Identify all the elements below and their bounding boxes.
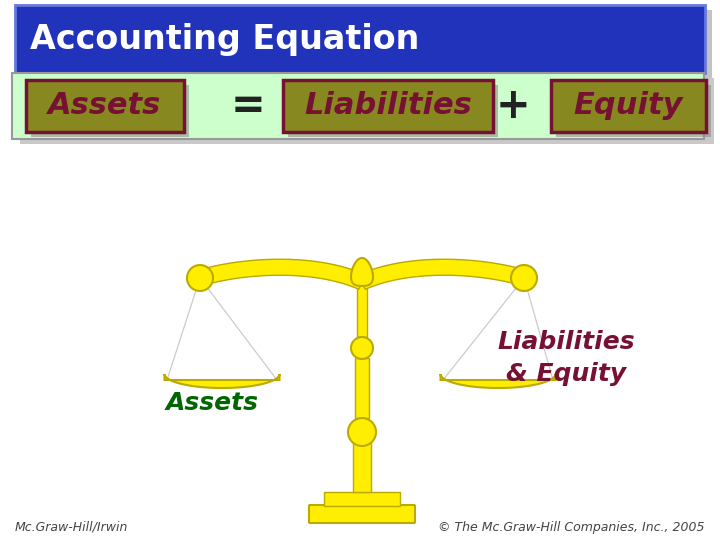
FancyBboxPatch shape <box>20 78 714 144</box>
FancyBboxPatch shape <box>288 85 498 137</box>
Text: Accounting Equation: Accounting Equation <box>30 23 419 56</box>
Polygon shape <box>359 259 526 289</box>
FancyBboxPatch shape <box>355 358 369 418</box>
FancyBboxPatch shape <box>551 80 706 132</box>
Circle shape <box>187 265 213 291</box>
Circle shape <box>351 337 373 359</box>
Text: Assets: Assets <box>48 91 161 120</box>
Polygon shape <box>441 374 556 388</box>
Polygon shape <box>351 258 373 286</box>
FancyBboxPatch shape <box>309 505 415 523</box>
Polygon shape <box>198 259 365 289</box>
Polygon shape <box>198 259 365 289</box>
FancyBboxPatch shape <box>556 85 711 137</box>
FancyBboxPatch shape <box>353 442 371 492</box>
Text: Equity: Equity <box>573 91 683 120</box>
FancyBboxPatch shape <box>12 73 704 139</box>
Circle shape <box>511 265 537 291</box>
Text: =: = <box>230 85 266 127</box>
Text: Liabilities: Liabilities <box>304 91 472 120</box>
Text: Assets: Assets <box>166 391 258 415</box>
FancyBboxPatch shape <box>15 5 705 73</box>
FancyBboxPatch shape <box>31 85 189 137</box>
FancyBboxPatch shape <box>26 80 184 132</box>
Circle shape <box>348 418 376 446</box>
Polygon shape <box>164 374 279 388</box>
Text: © The Mc.Graw-Hill Companies, Inc., 2005: © The Mc.Graw-Hill Companies, Inc., 2005 <box>438 521 705 534</box>
FancyBboxPatch shape <box>357 282 367 337</box>
FancyBboxPatch shape <box>22 10 712 78</box>
Polygon shape <box>359 259 526 289</box>
FancyBboxPatch shape <box>283 80 493 132</box>
Text: Liabilities
& Equity: Liabilities & Equity <box>498 330 635 386</box>
FancyBboxPatch shape <box>324 492 400 506</box>
Text: +: + <box>495 85 531 127</box>
Text: Mc.Graw-Hill/Irwin: Mc.Graw-Hill/Irwin <box>15 521 128 534</box>
